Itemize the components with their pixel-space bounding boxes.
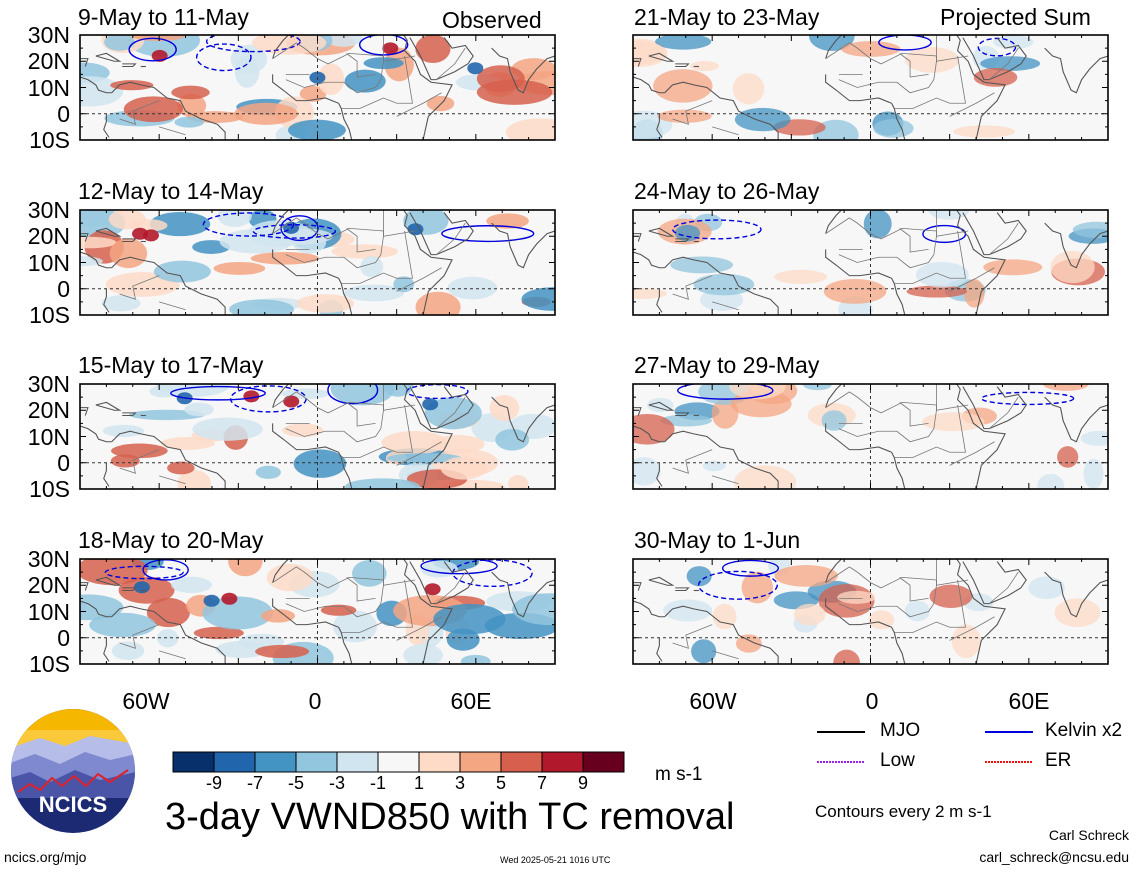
colorbar-swatch — [541, 751, 584, 773]
lat-tick-label: 0 — [57, 449, 70, 476]
colorbar-label: 3 — [454, 773, 465, 793]
lat-tick-label: 30N — [27, 197, 70, 223]
legend-line-er — [985, 761, 1033, 763]
lat-tick-label: 10N — [27, 598, 70, 625]
legend-line-mjo — [817, 731, 865, 733]
panel-title-8: 30-May to 1-Jun — [634, 527, 801, 553]
figure-title: 3-day VWND850 with TC removal — [165, 796, 735, 838]
colorbar-label: -9 — [205, 773, 222, 793]
colorbar-swatch — [500, 751, 543, 773]
lat-tick-label: 0 — [57, 624, 70, 651]
lat-tick-label: 20N — [27, 572, 70, 599]
lat-tick-label: 20N — [27, 223, 70, 250]
lat-tick-label: 20N — [27, 397, 70, 424]
colorbar-swatch — [295, 751, 338, 773]
panel-title-4: 18-May to 20-May — [78, 527, 264, 553]
colorbar-label: 9 — [577, 773, 588, 793]
lon-tick-60e-left: 60E — [450, 688, 492, 714]
legend-low-label: Low — [880, 750, 915, 771]
panel-title-6: 24-May to 26-May — [634, 178, 820, 204]
lat-tick-label: 30N — [27, 371, 70, 397]
lat-tick-label: 10S — [29, 127, 70, 153]
lat-tick-label: 10N — [27, 74, 70, 101]
lat-tick-label: 30N — [27, 22, 70, 48]
ncics-logo: NCICS — [11, 709, 135, 833]
colorbar-label: 7 — [536, 773, 547, 793]
lat-tick-label: 20N — [27, 48, 70, 75]
lon-tick-0-left: 0 — [308, 688, 322, 714]
panel-title-1: 9-May to 11-May — [78, 4, 249, 30]
colorbar-label: -7 — [246, 773, 263, 793]
panel-title-3: 15-May to 17-May — [78, 352, 264, 378]
colorbar-label: -5 — [287, 773, 304, 793]
timestamp: Wed 2025-05-21 1016 UTC — [500, 855, 611, 865]
colorbar-swatch — [213, 751, 256, 773]
map-panel-8 — [632, 558, 1109, 665]
legend-mjo-label: MJO — [880, 720, 921, 741]
map-panel-4 — [79, 558, 556, 665]
lat-tick-label: 0 — [57, 100, 70, 127]
lon-tick-60w-right: 60W — [689, 688, 737, 714]
author: Carl Schreck — [1048, 827, 1129, 843]
colorbar-swatch — [254, 751, 297, 773]
legend-line-low — [817, 761, 865, 763]
colorbar-swatch — [582, 751, 625, 773]
colorbar-swatch — [418, 751, 461, 773]
lon-tick-60e-right: 60E — [1008, 688, 1050, 714]
lat-tick-label: 30N — [27, 546, 70, 572]
panel-title-7: 27-May to 29-May — [634, 352, 820, 378]
map-panel-2 — [79, 209, 556, 316]
colorbar-label: 5 — [495, 773, 506, 793]
site-url: ncics.org/mjo — [4, 849, 87, 865]
colorbar — [172, 751, 625, 773]
lat-tick-label: 10S — [29, 476, 70, 502]
contour-note: Contours every 2 m s-1 — [815, 802, 992, 821]
panel-title-2: 12-May to 14-May — [78, 178, 264, 204]
colorbar-swatch — [377, 751, 420, 773]
panel-tag-projected: Projected Sum — [940, 4, 1091, 30]
email: carl_schreck@ncsu.edu — [979, 849, 1129, 865]
lon-tick-0-right: 0 — [865, 688, 879, 714]
lat-tick-label: 10N — [27, 423, 70, 450]
colorbar-label: 1 — [413, 773, 424, 793]
legend-er-label: ER — [1045, 750, 1072, 771]
lat-tick-label: 10N — [27, 249, 70, 276]
colorbar-label: -1 — [369, 773, 386, 793]
lat-tick-label: 0 — [57, 275, 70, 302]
colorbar-swatch — [459, 751, 502, 773]
colorbar-label: -3 — [328, 773, 345, 793]
logo-text: NCICS — [39, 792, 107, 817]
lat-tick-label: 10S — [29, 651, 70, 677]
colorbar-swatch — [336, 751, 379, 773]
map-panel-1 — [79, 34, 556, 141]
map-panel-6 — [632, 209, 1109, 316]
lat-tick-label: 10S — [29, 302, 70, 328]
map-panel-7 — [632, 383, 1109, 490]
units-label: m s-1 — [655, 764, 703, 785]
panel-tag-observed: Observed — [442, 7, 542, 33]
lon-tick-60w-left: 60W — [122, 688, 170, 714]
map-panel-3 — [79, 383, 556, 490]
legend-line-kelvin — [985, 731, 1033, 733]
colorbar-swatch — [172, 751, 215, 773]
panel-title-5: 21-May to 23-May — [634, 4, 820, 30]
legend-kelvin-label: Kelvin x2 — [1045, 720, 1123, 741]
map-panel-5 — [632, 34, 1109, 141]
